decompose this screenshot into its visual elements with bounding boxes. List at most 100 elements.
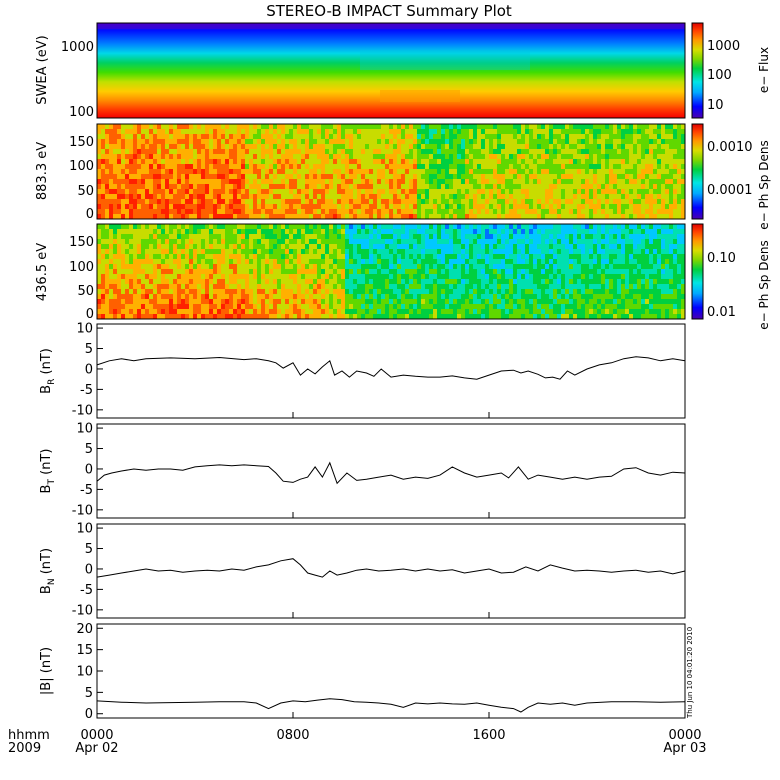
spec3-cell (317, 289, 322, 295)
spec2-cell (197, 124, 202, 130)
spec2-cell (137, 194, 142, 200)
spec2-cell (265, 184, 270, 190)
spec2-cell (389, 194, 394, 200)
spec2-cell (125, 179, 130, 185)
spec2-cell (677, 204, 682, 210)
spec3-cell (225, 304, 230, 310)
spec3-cell (201, 294, 206, 300)
spec3-cell (269, 244, 274, 250)
spec2-cell (321, 139, 326, 145)
spec2-cell (645, 199, 650, 205)
spec2-cell (169, 159, 174, 165)
spec3-cell (141, 249, 146, 255)
spec3-cell (413, 289, 418, 295)
spec2-cell (661, 194, 666, 200)
spec3-cell (385, 224, 390, 230)
spec2-cell (273, 199, 278, 205)
spec3-cell (429, 269, 434, 275)
spec2-cell (121, 139, 126, 145)
spec2-cell (573, 174, 578, 180)
spec3-cell (217, 314, 222, 319)
spec3-cell (193, 294, 198, 300)
spec2-cell (517, 169, 522, 175)
spec3-cell (505, 304, 510, 310)
spec2-cell (117, 154, 122, 160)
spec2-cell (425, 194, 430, 200)
spec3-cell (209, 269, 214, 275)
spec3-cell (285, 279, 290, 285)
spec3-cell (461, 274, 466, 280)
spec2-cell (493, 124, 498, 130)
spec2-cell (305, 184, 310, 190)
spec3-cell (353, 299, 358, 305)
spec2-cell (637, 179, 642, 185)
spec3-cell (401, 274, 406, 280)
spec3-cell (485, 269, 490, 275)
spec2-cell (393, 194, 398, 200)
spec2-cell (529, 214, 534, 219)
spec3-cell (365, 304, 370, 310)
spec2-cell (377, 154, 382, 160)
spec2-cell (321, 199, 326, 205)
spec2-cell (245, 209, 250, 215)
spec2-cell (557, 179, 562, 185)
spec2-cell (589, 129, 594, 135)
spec3-cell (209, 284, 214, 290)
spec3-cell (505, 274, 510, 280)
spec2-cell (389, 189, 394, 195)
spec3-cell (297, 284, 302, 290)
spec2-cell (389, 139, 394, 145)
spec2-cell (381, 204, 386, 210)
spec2-cell (497, 144, 502, 150)
spec2-cell (405, 199, 410, 205)
spec2-cell (369, 129, 374, 135)
spec2-cell (553, 164, 558, 170)
spec3-cell (221, 259, 226, 265)
spec3-cell (253, 224, 258, 230)
spec2-cell (189, 179, 194, 185)
spec3-cell (349, 224, 354, 230)
spec3-cell (461, 259, 466, 265)
spec2-cell (101, 139, 106, 145)
spec2-cell (377, 159, 382, 165)
spec3-cell (265, 294, 270, 300)
spec2-cell (177, 159, 182, 165)
spec2-cell (385, 189, 390, 195)
spec3-cell (461, 264, 466, 270)
spec3-cell (417, 284, 422, 290)
spec2-cell (337, 209, 342, 215)
spec3-cell (309, 259, 314, 265)
spec3-cell (429, 234, 434, 240)
spec2-cell (461, 159, 466, 165)
spec2-cell (233, 199, 238, 205)
spec2-cell (589, 204, 594, 210)
spec2-cell (573, 159, 578, 165)
spec2-cell (533, 189, 538, 195)
spec3-cell (305, 274, 310, 280)
spec2-cell (657, 124, 662, 130)
spec2-cell (425, 214, 430, 219)
spec3-cell (261, 274, 266, 280)
spec2-cell (501, 149, 506, 155)
spec3-cell (345, 309, 350, 315)
spec2-cell (189, 154, 194, 160)
spec3-cell (497, 274, 502, 280)
spec3-cell (461, 284, 466, 290)
spec2-cell (221, 184, 226, 190)
spec3-cell (517, 294, 522, 300)
spec2-cell (433, 159, 438, 165)
spec2-cell (641, 174, 646, 180)
spec3-cell (317, 264, 322, 270)
spec3-cell (181, 254, 186, 260)
spec2-cell (205, 149, 210, 155)
spec2-cell (281, 179, 286, 185)
spec2-cell (605, 184, 610, 190)
spec2-cell (121, 134, 126, 140)
spec2-cell (281, 144, 286, 150)
spec3-cell (149, 264, 154, 270)
spec3-cell (545, 314, 550, 319)
spec3-cell (273, 229, 278, 235)
spec2-cell (357, 149, 362, 155)
spec3-cell (489, 279, 494, 285)
spec2-cell (493, 199, 498, 205)
